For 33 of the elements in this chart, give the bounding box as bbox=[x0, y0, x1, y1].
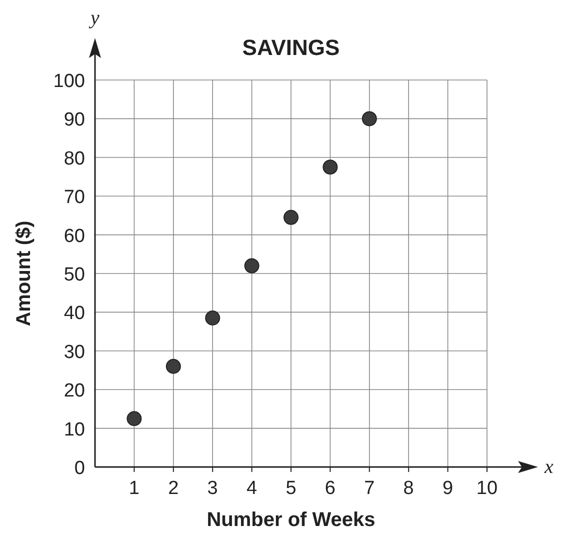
x-tick-label: 8 bbox=[403, 478, 414, 499]
y-tick-label: 30 bbox=[64, 342, 85, 363]
point bbox=[362, 111, 377, 126]
x-tick-label: 6 bbox=[324, 478, 336, 499]
y-tick-label: 100 bbox=[53, 71, 85, 92]
y-tick-label: 60 bbox=[64, 226, 85, 247]
point bbox=[126, 411, 142, 426]
y-tick-label: 70 bbox=[64, 187, 85, 208]
point bbox=[284, 210, 298, 225]
text: x bbox=[544, 456, 554, 478]
x-tick-label: 9 bbox=[442, 478, 454, 499]
x-tick-label: 7 bbox=[364, 478, 375, 499]
point bbox=[244, 258, 260, 274]
text: y bbox=[88, 7, 100, 29]
y-tick-label: 50 bbox=[64, 264, 85, 286]
y-axis-title: Amount ($) bbox=[13, 220, 35, 326]
y-tick-label: 40 bbox=[64, 303, 85, 324]
point bbox=[322, 160, 338, 175]
x-tick-label: 10 bbox=[476, 478, 498, 499]
x-tick-label: 4 bbox=[246, 478, 258, 499]
y-tick-label: 20 bbox=[64, 380, 85, 402]
point bbox=[205, 310, 220, 326]
y-tick-label: 80 bbox=[64, 148, 85, 170]
x-tick-label: 5 bbox=[286, 478, 296, 499]
x-axis-title: Number of Weeks bbox=[206, 509, 376, 531]
y-tick-label: 0 bbox=[74, 458, 85, 479]
chart-title: SAVINGS bbox=[242, 35, 340, 60]
x-tick-label: 3 bbox=[207, 478, 218, 499]
x-tick-label: 1 bbox=[128, 478, 140, 499]
y-tick-label: 10 bbox=[64, 419, 85, 440]
x-tick-label: 2 bbox=[168, 478, 179, 499]
point bbox=[166, 358, 181, 374]
y-tick-label: 90 bbox=[64, 110, 85, 131]
